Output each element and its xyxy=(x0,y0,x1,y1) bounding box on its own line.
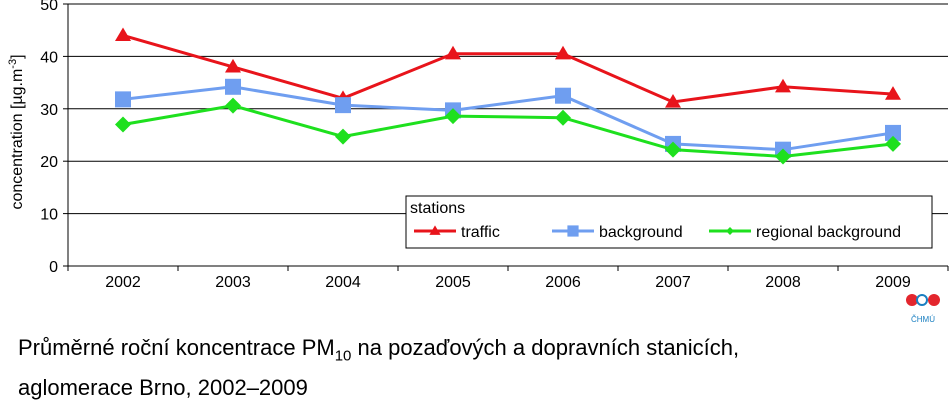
data-point xyxy=(445,108,461,125)
data-point xyxy=(225,97,241,114)
chart-series xyxy=(115,27,901,165)
y-tick-label: 20 xyxy=(40,154,58,171)
chmu-logo: ČHMÚ xyxy=(903,291,945,329)
legend-marker xyxy=(726,227,734,235)
caption-line-1: Průměrné roční koncentrace PM10 na pozaď… xyxy=(18,335,740,365)
data-point xyxy=(445,45,461,60)
data-point xyxy=(775,78,791,93)
data-point xyxy=(885,135,901,152)
logo-red-dot-right xyxy=(928,294,940,306)
series-line xyxy=(122,85,894,152)
data-point xyxy=(555,45,571,60)
x-tick-labels: 2002 2003 2004 2005 2006 2007 2008 2009 xyxy=(105,274,911,291)
data-point xyxy=(665,141,681,158)
series-traffic xyxy=(115,27,901,108)
x-tick-label: 2002 xyxy=(105,274,141,291)
data-point xyxy=(225,58,241,73)
chart-axes xyxy=(63,3,949,271)
data-point xyxy=(115,91,131,108)
data-point xyxy=(665,93,681,108)
y-tick-label: 50 xyxy=(40,0,58,14)
legend-marker xyxy=(567,225,579,237)
logo-red-dot-left xyxy=(906,294,918,306)
data-point xyxy=(115,116,131,133)
line-chart: 0 10 20 30 40 50 2002 2003 2004 2005 2006 2007 2008… xyxy=(7,0,949,291)
y-tick-label: 40 xyxy=(40,49,58,66)
x-tick-label: 2003 xyxy=(215,274,251,291)
y-tick-label: 0 xyxy=(49,259,58,276)
data-point xyxy=(555,109,571,126)
data-point xyxy=(775,148,791,165)
chart-legend: stations traffic background regional backg… xyxy=(405,195,933,249)
data-point xyxy=(115,27,131,42)
series-regional-background xyxy=(115,97,901,165)
data-point xyxy=(555,87,571,104)
chart-grid xyxy=(68,3,948,215)
logo-blue-ring xyxy=(916,294,928,306)
figure-caption: Průměrné roční koncentrace PM10 na pozaď… xyxy=(18,332,739,404)
x-tick-label: 2008 xyxy=(765,274,801,291)
data-point xyxy=(335,97,351,114)
legend-label: regional background xyxy=(756,224,901,241)
x-tick-label: 2007 xyxy=(655,274,691,291)
legend-title: stations xyxy=(410,200,465,217)
data-point xyxy=(885,86,901,100)
series-background xyxy=(115,78,901,158)
x-tick-label: 2009 xyxy=(875,274,911,291)
y-tick-label: 10 xyxy=(40,207,58,224)
data-point xyxy=(335,128,351,145)
legend-marker xyxy=(429,225,441,235)
y-tick-labels: 0 10 20 30 40 50 xyxy=(40,0,58,276)
y-axis-label: concentration [µg.m-3] xyxy=(7,54,26,209)
y-tick-label: 30 xyxy=(40,102,58,119)
caption-line-2: aglomerace Brno, 2002–2009 xyxy=(18,375,308,401)
logo-text: ČHMÚ xyxy=(911,315,935,324)
x-tick-label: 2006 xyxy=(545,274,581,291)
x-tick-label: 2005 xyxy=(435,274,471,291)
legend-box xyxy=(405,195,933,249)
legend-label: background xyxy=(599,224,683,241)
series-line xyxy=(122,33,894,104)
legend-label: traffic xyxy=(461,224,500,241)
series-line xyxy=(122,104,894,158)
data-point xyxy=(225,78,241,95)
x-tick-label: 2004 xyxy=(325,274,361,291)
data-point xyxy=(885,124,901,141)
